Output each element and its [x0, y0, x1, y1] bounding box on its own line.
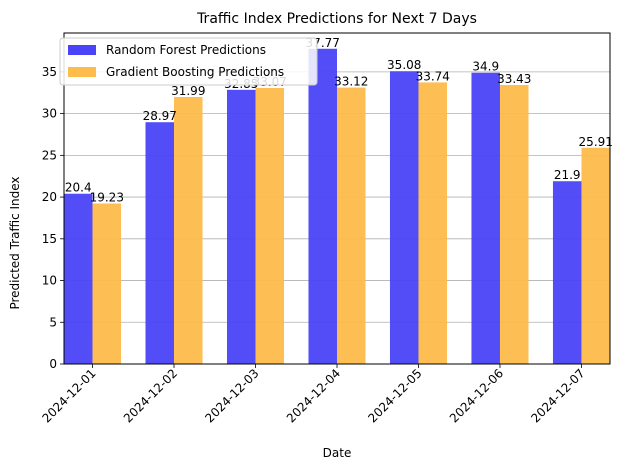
bar-gradient-boosting [174, 97, 203, 364]
bar-gradient-boosting [418, 82, 448, 365]
legend-swatch [68, 67, 96, 77]
x-tick-label: 2024-12-01 [39, 366, 98, 425]
y-tick-label: 15 [42, 232, 57, 246]
data-label: 19.23 [90, 191, 124, 205]
data-label: 20.4 [65, 181, 92, 195]
x-tick-label: 2024-12-06 [447, 366, 506, 425]
data-label: 31.99 [171, 84, 205, 98]
x-tick-label: 2024-12-02 [121, 366, 180, 425]
bar-random-forest [64, 193, 93, 364]
bar-random-forest [552, 181, 582, 364]
bar-gradient-boosting [499, 84, 529, 364]
data-label: 21.9 [554, 168, 581, 182]
data-label: 33.12 [334, 75, 368, 89]
bar-random-forest [308, 48, 337, 364]
bar-random-forest [226, 89, 256, 365]
y-tick-label: 20 [42, 190, 57, 204]
data-label: 25.91 [579, 135, 613, 149]
bars [64, 48, 610, 365]
legend: Random Forest Predictions Gradient Boosti… [59, 37, 318, 86]
y-tick-label: 5 [49, 315, 57, 329]
legend-entry: Random Forest Predictions [106, 43, 266, 57]
x-tick-label: 2024-12-07 [528, 366, 587, 425]
chart-title: Traffic Index Predictions for Next 7 Day… [196, 11, 477, 27]
y-tick-label: 10 [42, 274, 57, 288]
bar-random-forest [471, 72, 500, 364]
x-tick-label: 2024-12-03 [202, 366, 261, 425]
data-label: 35.08 [387, 58, 421, 72]
data-label: 33.43 [497, 72, 531, 86]
bar-gradient-boosting [337, 87, 366, 364]
bar-random-forest [389, 71, 419, 364]
bar-gradient-boosting [92, 203, 122, 364]
legend-swatch [68, 45, 96, 55]
data-label: 33.74 [416, 69, 450, 83]
bar-random-forest [145, 122, 175, 364]
bar-gradient-boosting [255, 87, 285, 364]
y-tick-label: 30 [42, 107, 57, 121]
legend-entry: Gradient Boosting Predictions [106, 65, 284, 79]
y-axis-label: Predicted Traffic Index [8, 176, 22, 309]
y-tick-label: 0 [49, 357, 57, 371]
y-tick-label: 35 [42, 65, 57, 79]
x-tick-label: 2024-12-04 [284, 366, 343, 425]
x-axis-label: Date [323, 446, 352, 460]
y-tick-label: 25 [42, 148, 57, 162]
y-axis-ticks: 0 5 10 15 20 25 30 35 [42, 65, 64, 371]
x-tick-label: 2024-12-05 [365, 366, 424, 425]
bar-gradient-boosting [581, 147, 610, 364]
data-label: 28.97 [143, 109, 177, 123]
legend-box [59, 37, 318, 86]
data-label: 34.9 [472, 60, 499, 74]
x-axis-ticks: 2024-12-01 2024-12-02 2024-12-03 2024-12-04… [39, 364, 588, 425]
